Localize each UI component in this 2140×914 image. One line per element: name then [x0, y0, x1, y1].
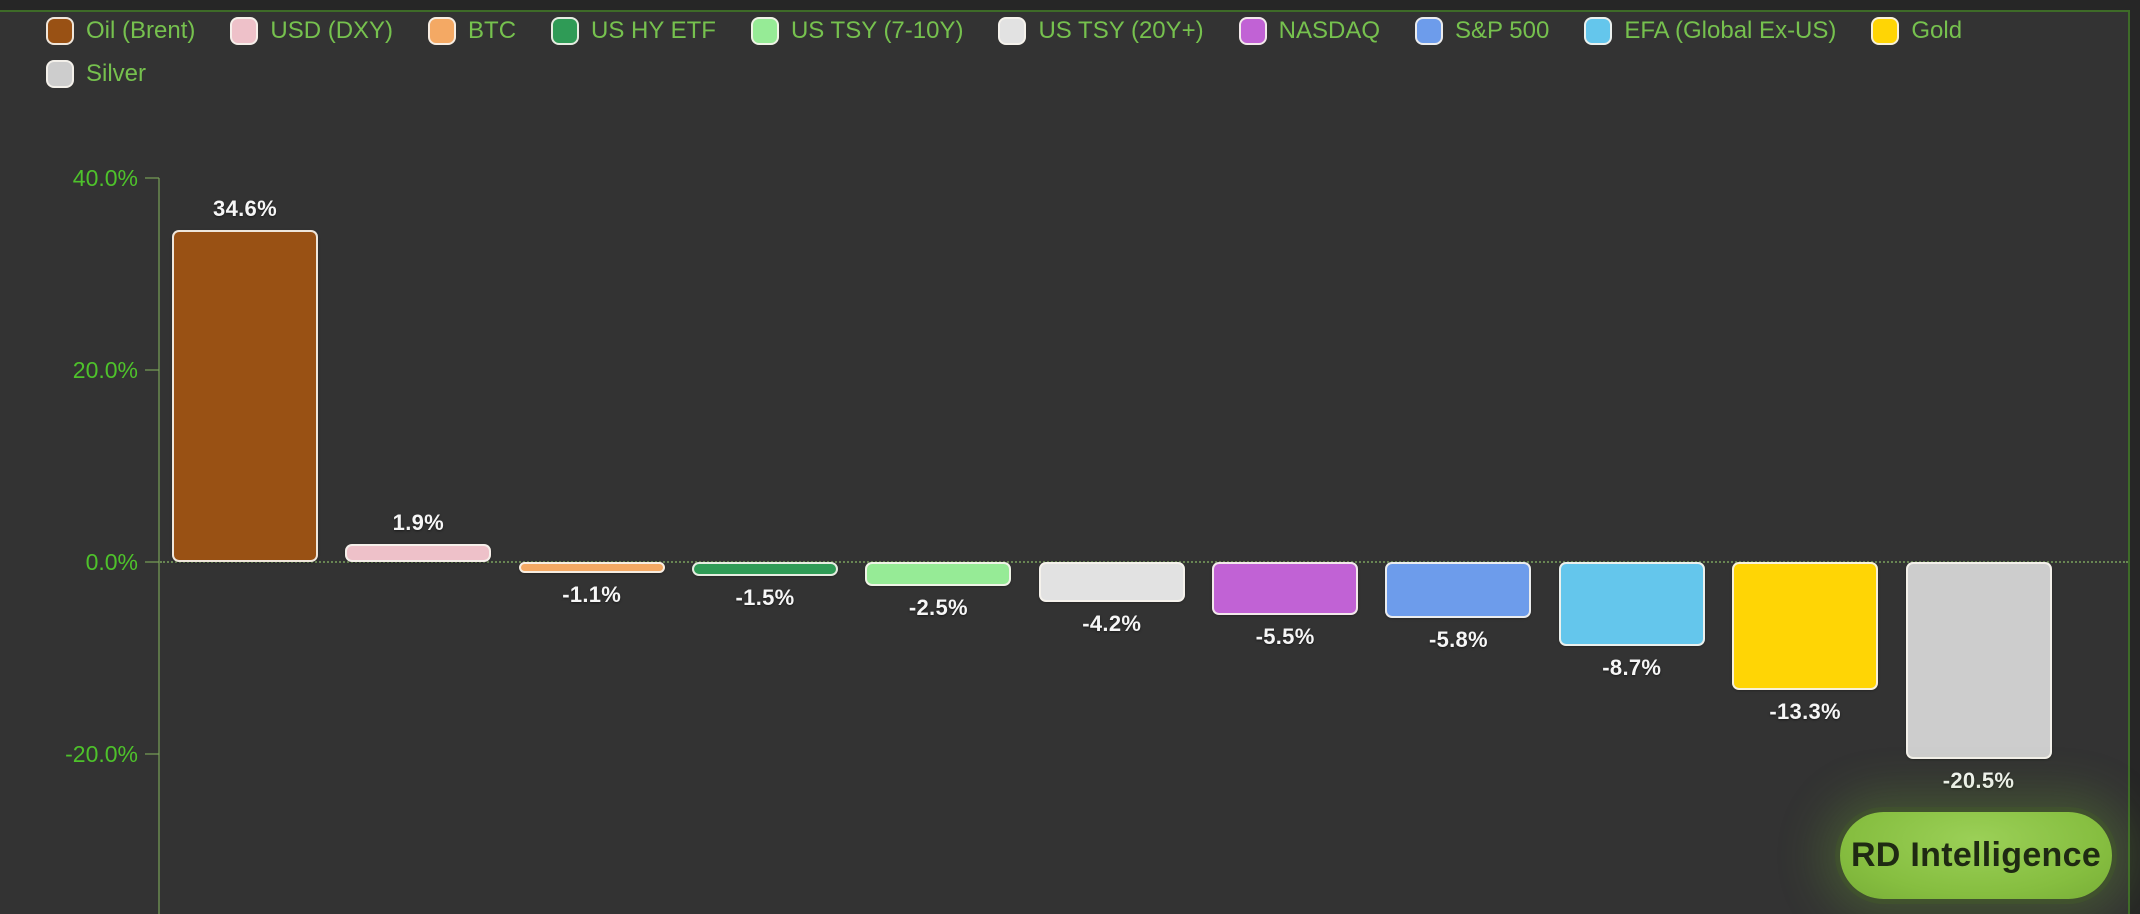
- legend-label-us-hy-etf: US HY ETF: [591, 17, 716, 44]
- legend-swatch-nasdaq: [1238, 17, 1267, 45]
- bar-value-label-us-hy-etf: -1.5%: [735, 585, 795, 611]
- legend-label-oil-brent: Oil (Brent): [86, 17, 196, 44]
- legend-swatch-efa-global-ex-us: [1584, 17, 1613, 45]
- bar-value-label-us-tsy-20y: -4.2%: [1082, 611, 1142, 637]
- legend-swatch-silver: [46, 60, 74, 88]
- legend-label-btc: BTC: [468, 17, 517, 44]
- y-axis-tick-mark: [145, 753, 159, 755]
- legend-label-efa-global-ex-us: EFA (Global Ex-US): [1624, 17, 1837, 44]
- legend-swatch-s-p-500: [1415, 17, 1444, 45]
- bar-efa-global-ex-us: [1558, 562, 1705, 646]
- bar-us-tsy-7-10y: [865, 562, 1012, 586]
- y-axis-tick-label: 20.0%: [72, 357, 138, 383]
- legend-item-nasdaq[interactable]: NASDAQ: [1238, 16, 1381, 46]
- legend-swatch-us-tsy-7-10y: [750, 17, 779, 45]
- y-axis-tick-mark: [145, 369, 159, 371]
- bar-us-tsy-20y: [1038, 562, 1185, 603]
- bar-value-label-s-p-500: -5.8%: [1428, 626, 1488, 652]
- bar-us-hy-etf: [692, 562, 839, 577]
- bar-nasdaq: [1212, 562, 1359, 615]
- bar-value-label-us-tsy-7-10y: -2.5%: [908, 595, 968, 620]
- legend-swatch-us-tsy-20y: [998, 17, 1027, 45]
- y-axis-tick-mark: [145, 177, 159, 179]
- legend-label-gold: Gold: [1911, 17, 1963, 44]
- bar-oil-brent: [172, 229, 318, 562]
- legend-item-s-p-500[interactable]: S&P 500: [1415, 16, 1549, 46]
- bar-gold: [1732, 562, 1879, 690]
- bar-silver: [1905, 562, 2052, 759]
- legend-label-s-p-500: S&P 500: [1455, 17, 1550, 44]
- bar-usd-dxy: [345, 543, 492, 562]
- legend-item-us-hy-etf[interactable]: US HY ETF: [551, 16, 716, 46]
- bar-btc: [518, 562, 665, 573]
- legend-label-silver: Silver: [86, 60, 147, 87]
- legend-item-us-tsy-7-10y[interactable]: US TSY (7-10Y): [750, 16, 964, 46]
- legend-item-silver[interactable]: Silver: [46, 59, 146, 89]
- legend-item-oil-brent[interactable]: Oil (Brent): [46, 16, 195, 46]
- chart-legend: Oil (Brent) USD (DXY) BTC US HY ETF US TSY (…: [46, 16, 2026, 89]
- y-axis-tick-label: 0.0%: [85, 549, 138, 575]
- y-axis-tick-label: -20.0%: [65, 741, 138, 767]
- legend-label-usd-dxy: USD (DXY): [270, 17, 394, 44]
- bar-s-p-500: [1385, 562, 1532, 618]
- legend-label-us-tsy-7-10y: US TSY (7-10Y): [790, 17, 964, 44]
- legend-label-nasdaq: NASDAQ: [1278, 17, 1381, 44]
- rd-intelligence-label: RD Intelligence: [1850, 836, 2102, 874]
- bar-value-label-silver: -20.5%: [1942, 767, 2015, 793]
- bar-value-label-btc: -1.1%: [562, 581, 622, 607]
- bar-value-label-gold: -13.3%: [1769, 698, 1841, 724]
- legend-label-us-tsy-20y: US TSY (20Y+): [1038, 17, 1204, 44]
- bar-value-label-nasdaq: -5.5%: [1255, 623, 1315, 649]
- y-axis-tick-label: 40.0%: [72, 165, 138, 191]
- legend-item-usd-dxy[interactable]: USD (DXY): [230, 16, 393, 46]
- legend-item-btc[interactable]: BTC: [428, 16, 516, 46]
- y-axis-tick-mark: [145, 561, 159, 563]
- legend-item-us-tsy-20y[interactable]: US TSY (20Y+): [998, 16, 1204, 46]
- y-axis-line: [158, 178, 160, 914]
- legend-item-gold[interactable]: Gold: [1871, 16, 1962, 46]
- legend-swatch-usd-dxy: [230, 17, 259, 45]
- legend-swatch-us-hy-etf: [551, 17, 580, 45]
- bar-value-label-usd-dxy: 1.9%: [392, 509, 445, 535]
- chart-panel: [0, 10, 2130, 914]
- rd-intelligence-badge: RD Intelligence: [1840, 812, 2112, 899]
- bar-value-label-efa-global-ex-us: -8.7%: [1602, 654, 1662, 680]
- legend-swatch-oil-brent: [46, 17, 74, 45]
- legend-swatch-gold: [1871, 17, 1900, 45]
- bar-value-label-oil-brent: 34.6%: [213, 195, 277, 221]
- legend-item-efa-global-ex-us[interactable]: EFA (Global Ex-US): [1584, 16, 1836, 46]
- legend-swatch-btc: [428, 17, 457, 45]
